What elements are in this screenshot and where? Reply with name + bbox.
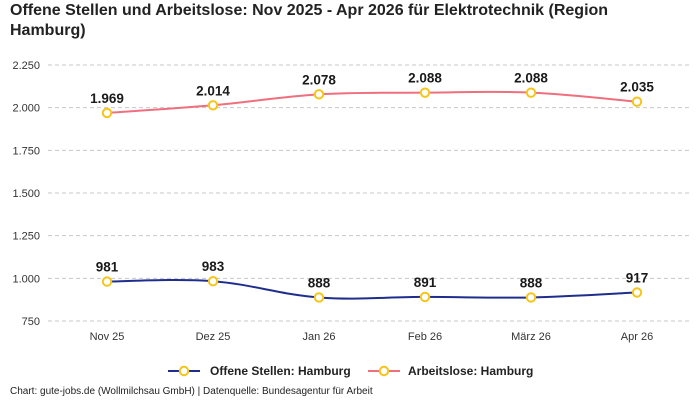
legend-item: Arbeitslose: Hamburg [368, 364, 533, 378]
legend-label: Offene Stellen: Hamburg [210, 364, 351, 378]
data-point [101, 107, 113, 119]
y-axis-ticks: 750 1.000 1.250 1.500 1.750 2.000 2.250 [12, 60, 40, 328]
x-tick-label: Apr 26 [621, 331, 653, 343]
series-line-arbeitslose [106, 90, 638, 114]
y-tick-label: 1.000 [12, 273, 40, 285]
y-tick-label: 2.250 [12, 60, 40, 72]
data-label: 2.035 [620, 80, 654, 95]
data-label: 981 [96, 260, 119, 275]
data-label: 888 [520, 275, 543, 290]
x-axis-ticks: Nov 25 Dez 25 Jan 26 Feb 26 März 26 Apr 26 [90, 331, 654, 343]
y-tick-label: 1.500 [12, 188, 40, 200]
data-labels: 981 983 888 891 888 917 1.969 2.014 2.078 2.088 2.… [90, 71, 654, 291]
data-point [419, 291, 431, 303]
grid-layer [48, 64, 690, 322]
legend-item: Offene Stellen: Hamburg [168, 364, 351, 378]
data-point [207, 276, 219, 287]
x-tick-label: März 26 [511, 331, 551, 343]
data-label: 1.969 [90, 91, 124, 106]
data-label: 2.088 [514, 71, 548, 86]
source-note: Chart: gute-jobs.de (Wollmilchsau GmbH) … [10, 386, 373, 397]
data-point [525, 87, 537, 98]
data-point [631, 96, 643, 107]
y-tick-label: 2.000 [12, 103, 40, 115]
data-point [207, 100, 219, 111]
legend: Offene Stellen: Hamburg Arbeitslose: Hamb… [168, 364, 533, 378]
y-tick-label: 1.750 [12, 145, 40, 157]
x-tick-label: Feb 26 [408, 331, 442, 343]
legend-swatch-marker [378, 365, 390, 377]
data-label: 891 [414, 275, 437, 290]
series-line-offene-stellen [106, 279, 638, 300]
data-point [101, 276, 113, 287]
data-label: 2.078 [302, 72, 336, 87]
data-label: 983 [202, 259, 225, 274]
legend-label: Arbeitslose: Hamburg [408, 364, 533, 378]
data-point [525, 292, 537, 303]
x-tick-label: Dez 25 [196, 331, 231, 343]
data-point [631, 287, 643, 298]
data-point [313, 89, 325, 100]
data-point [313, 292, 325, 303]
chart-title: Offene Stellen und Arbeitslose: Nov 2025… [10, 2, 609, 39]
series-layer [101, 87, 643, 303]
x-tick-label: Jan 26 [302, 331, 335, 343]
data-label: 888 [308, 275, 331, 290]
data-label: 2.088 [408, 71, 442, 86]
data-label: 2.014 [196, 83, 230, 98]
y-tick-label: 1.250 [12, 231, 40, 243]
legend-swatch-marker [178, 365, 190, 377]
data-point [419, 87, 431, 98]
y-tick-label: 750 [22, 316, 40, 328]
data-label: 917 [626, 270, 649, 285]
x-tick-label: Nov 25 [90, 331, 125, 343]
